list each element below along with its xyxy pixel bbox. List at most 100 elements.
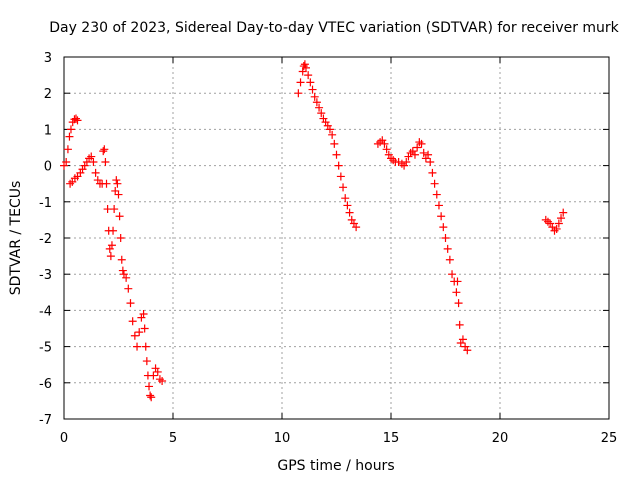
data-point [463, 346, 472, 355]
data-point [66, 125, 75, 134]
data-point [99, 147, 108, 156]
data-point [122, 273, 131, 282]
data-point [63, 145, 72, 154]
chart-title: Day 230 of 2023, Sidereal Day-to-day VTE… [49, 20, 619, 36]
y-tick-label: -2 [39, 232, 52, 247]
data-point [113, 179, 122, 188]
data-point [310, 92, 319, 101]
y-tick-label: -4 [39, 304, 52, 319]
data-point [147, 393, 156, 402]
x-tick-label: 20 [492, 431, 509, 446]
data-point [434, 201, 443, 210]
data-point [71, 114, 80, 123]
x-axis-label: GPS time / hours [277, 458, 394, 474]
data-point [114, 190, 123, 199]
plot-frame [63, 56, 610, 420]
data-point [315, 103, 324, 112]
data-point [343, 201, 352, 210]
data-point [458, 335, 467, 344]
data-point [448, 270, 457, 279]
data-point [417, 139, 426, 148]
y-tick-label: 3 [44, 51, 52, 66]
data-point [325, 125, 334, 134]
y-tick-label: 0 [44, 160, 52, 175]
x-tick-label: 15 [383, 431, 400, 446]
data-point [135, 328, 144, 337]
data-point [124, 284, 133, 293]
data-point [445, 255, 454, 264]
data-point [110, 205, 119, 214]
data-point [140, 324, 149, 333]
data-point [300, 60, 309, 69]
data-point [62, 157, 71, 166]
data-point [394, 157, 403, 166]
y-tick-label: -6 [39, 377, 52, 392]
data-point [413, 143, 422, 152]
data-point [424, 150, 433, 159]
data-point [443, 244, 452, 253]
data-point [112, 176, 121, 185]
y-tick-label: -1 [39, 196, 52, 211]
data-point [106, 252, 115, 261]
data-point [102, 179, 111, 188]
data-point [158, 376, 167, 385]
data-point [402, 157, 411, 166]
data-point [117, 255, 126, 264]
grid-lines [64, 57, 609, 419]
data-point [87, 152, 96, 161]
data-point [128, 317, 137, 326]
data-point [89, 157, 98, 166]
data-points [60, 60, 568, 402]
data-point [145, 382, 154, 391]
data-point [341, 194, 350, 203]
x-tick-label: 25 [601, 431, 618, 446]
data-point [419, 148, 428, 157]
data-point [101, 157, 110, 166]
data-point [382, 145, 391, 154]
series-segment-4 [541, 208, 568, 235]
data-point [454, 299, 463, 308]
data-point [339, 183, 348, 192]
data-point [91, 168, 100, 177]
data-point [352, 223, 361, 232]
y-tick-label: -3 [39, 268, 52, 283]
data-point [109, 226, 118, 235]
data-point [301, 63, 310, 72]
data-point [330, 139, 339, 148]
x-tick-label: 5 [169, 431, 177, 446]
data-point [336, 172, 345, 181]
data-point [118, 266, 127, 275]
x-tick-label: 0 [60, 431, 68, 446]
data-point [130, 331, 139, 340]
series-segment-3 [373, 136, 472, 355]
series-segment-2 [294, 60, 361, 232]
data-point [552, 224, 561, 233]
data-point [452, 288, 461, 297]
data-point [410, 150, 419, 159]
data-point [296, 78, 305, 87]
data-point [65, 132, 74, 141]
data-point [116, 234, 125, 242]
data-point [317, 109, 326, 118]
data-point [430, 179, 439, 188]
y-tick-label: 1 [44, 123, 52, 138]
data-point [107, 241, 116, 250]
data-point [73, 116, 82, 125]
data-point [298, 67, 307, 76]
data-point [304, 71, 313, 80]
data-point [153, 367, 162, 376]
data-point [133, 342, 142, 351]
data-point [149, 371, 158, 380]
data-point [559, 208, 568, 217]
data-point [115, 212, 124, 221]
data-point [557, 214, 566, 223]
y-tick-label: 2 [44, 87, 52, 102]
series-segment-1 [60, 114, 167, 402]
data-point [334, 161, 343, 170]
data-point [306, 78, 315, 87]
data-point [332, 150, 341, 159]
data-point [432, 190, 441, 199]
data-point [146, 391, 155, 400]
data-point [345, 208, 354, 217]
